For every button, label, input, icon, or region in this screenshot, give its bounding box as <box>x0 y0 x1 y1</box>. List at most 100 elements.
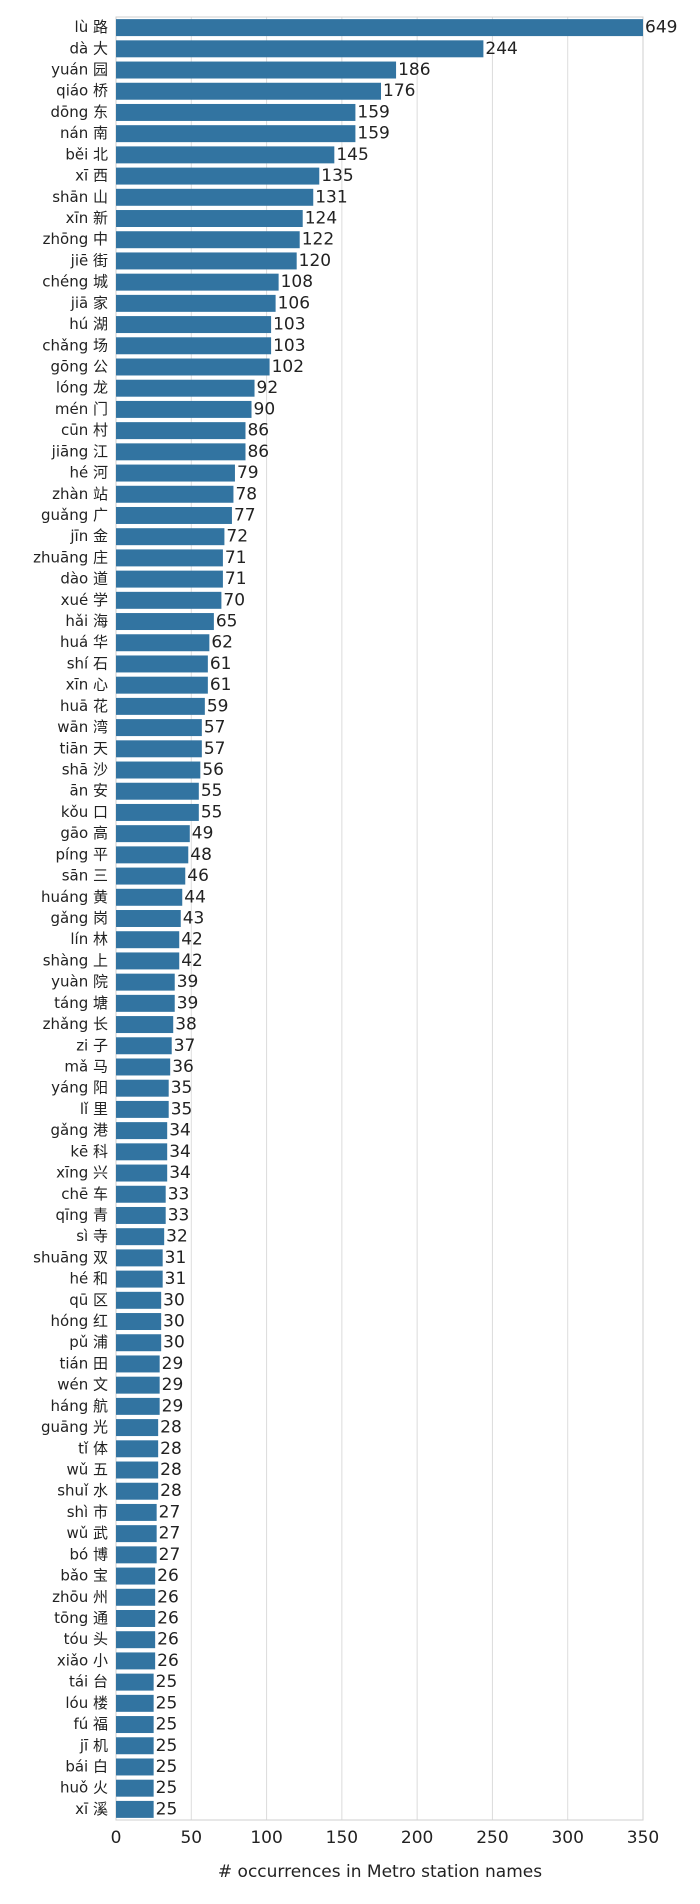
bar <box>116 634 210 652</box>
data-label: 25 <box>156 1778 178 1798</box>
data-label: 34 <box>169 1163 191 1183</box>
bar <box>116 1631 156 1649</box>
data-label: 122 <box>302 230 334 250</box>
y-tick-label: sān 三 <box>62 867 108 885</box>
data-label: 28 <box>160 1481 182 1501</box>
bar <box>116 655 208 673</box>
data-label: 46 <box>187 866 209 886</box>
x-axis-label: # occurrences in Metro station names <box>218 1862 542 1882</box>
data-label: 26 <box>157 1566 179 1586</box>
data-label: 25 <box>156 1693 178 1713</box>
bar <box>116 973 175 991</box>
data-label: 30 <box>163 1333 185 1353</box>
data-label: 36 <box>172 1057 194 1077</box>
bar <box>116 40 484 58</box>
y-tick-label: huáng 黄 <box>41 888 108 906</box>
y-tick-label: chǎng 场 <box>42 336 108 354</box>
y-tick-label: cūn 村 <box>61 421 108 439</box>
bar <box>116 400 252 418</box>
y-tick-label: běi 北 <box>65 145 108 163</box>
y-tick-label: shān 山 <box>52 188 108 206</box>
bar <box>116 549 223 567</box>
data-label: 649 <box>645 18 677 38</box>
data-label: 38 <box>175 1015 197 1035</box>
data-label: 186 <box>398 60 430 80</box>
y-tick-label: wān 湾 <box>57 718 108 736</box>
bar <box>116 1249 163 1267</box>
y-tick-label: yuàn 院 <box>51 973 108 991</box>
y-tick-label: dōng 东 <box>51 103 109 121</box>
bar <box>116 528 225 546</box>
y-tick-label: mǎ 马 <box>64 1057 108 1075</box>
data-label: 120 <box>299 251 331 271</box>
y-tick-label: lóu 楼 <box>65 1694 108 1712</box>
y-tick-label: mén 门 <box>55 400 108 418</box>
data-label: 28 <box>160 1460 182 1480</box>
bar <box>116 1716 154 1734</box>
bar <box>116 252 297 270</box>
bar <box>116 952 180 970</box>
bar <box>116 231 300 249</box>
data-label: 37 <box>174 1036 196 1056</box>
data-label: 62 <box>211 633 233 653</box>
y-tick-label: xī 溪 <box>75 1800 108 1818</box>
y-tick-label: chéng 城 <box>42 273 108 291</box>
y-tick-label: tái 台 <box>69 1673 108 1691</box>
bar <box>116 125 356 143</box>
bar <box>116 1588 156 1606</box>
y-tick-label: tǐ 体 <box>78 1439 108 1457</box>
data-label: 70 <box>223 590 245 610</box>
y-tick-label: píng 平 <box>56 845 109 863</box>
bar <box>116 1800 154 1818</box>
data-label: 30 <box>163 1290 185 1310</box>
bar <box>116 994 175 1012</box>
bar <box>116 167 320 185</box>
data-label: 31 <box>165 1248 187 1268</box>
data-label: 90 <box>254 399 276 419</box>
data-label: 26 <box>157 1651 179 1671</box>
y-tick-label: pǔ 浦 <box>69 1333 108 1351</box>
data-label: 103 <box>273 315 305 335</box>
bar <box>116 803 199 821</box>
y-tick-label: bǎo 宝 <box>60 1567 108 1585</box>
bar <box>116 1694 154 1712</box>
bar <box>116 1270 163 1288</box>
data-label: 33 <box>168 1184 190 1204</box>
bar <box>116 1673 154 1691</box>
x-tick-label: 350 <box>627 1828 659 1848</box>
data-label: 35 <box>171 1078 193 1098</box>
bar <box>116 188 314 206</box>
data-label: 71 <box>225 569 247 589</box>
y-tick-label: yáng 阳 <box>51 1079 108 1097</box>
y-tick-label: gǎng 岗 <box>50 909 108 927</box>
bar <box>116 1525 157 1543</box>
x-tick-label: 250 <box>476 1828 508 1848</box>
y-tick-label: zhōu 州 <box>52 1588 108 1606</box>
data-label: 72 <box>226 527 248 547</box>
bar <box>116 146 335 164</box>
y-tick-label: yuán 园 <box>51 61 108 79</box>
y-tick-label: bái 白 <box>65 1757 108 1775</box>
data-label: 28 <box>160 1418 182 1438</box>
data-label: 86 <box>247 442 269 462</box>
bar <box>116 61 397 79</box>
bar <box>116 846 189 864</box>
bar <box>116 1206 166 1224</box>
data-label: 31 <box>165 1269 187 1289</box>
data-label: 27 <box>159 1502 181 1522</box>
bar <box>116 1482 159 1500</box>
y-tick-label: nán 南 <box>60 124 108 142</box>
data-label: 29 <box>162 1375 184 1395</box>
data-label: 92 <box>257 378 279 398</box>
data-label: 25 <box>156 1672 178 1692</box>
y-tick-label: xīn 心 <box>66 676 108 694</box>
data-label: 27 <box>159 1524 181 1544</box>
y-tick-label: jiā 家 <box>70 294 108 312</box>
x-tick-label: 150 <box>326 1828 358 1848</box>
data-label: 57 <box>204 739 226 759</box>
y-tick-label: zhàn 站 <box>52 485 108 503</box>
bar <box>116 358 270 376</box>
bar <box>116 1122 168 1140</box>
data-label: 57 <box>204 718 226 738</box>
y-tick-label: wén 文 <box>57 1376 108 1394</box>
